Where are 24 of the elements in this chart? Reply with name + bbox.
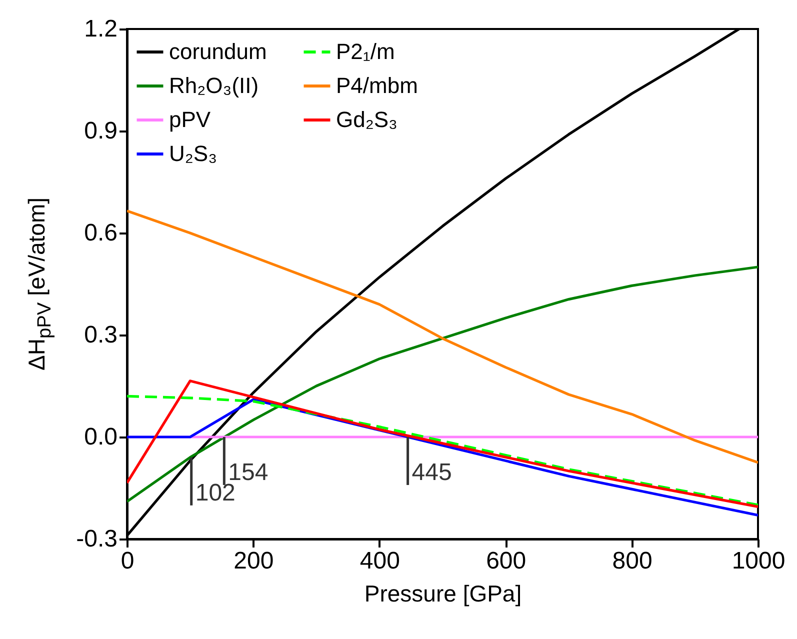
y-tick-label: 0.6 [84,220,118,246]
y-tick-label: 1.2 [84,16,118,42]
y-tick-label: -0.3 [76,526,118,552]
y-tick-label: 0.9 [84,118,118,144]
y-tick-label: 0.3 [84,322,118,348]
x-tick-label: 1000 [732,548,786,574]
legend-label: Gd₂S₃ [336,107,398,132]
line-series [127,210,758,464]
x-tick-label: 200 [234,548,274,574]
legend-label: pPV [169,107,211,132]
legend-label: P2₁/m [336,39,395,64]
legend-label: Rh₂O₃(II) [169,73,259,98]
x-tick-label: 0 [120,548,134,574]
annotation: 445 [412,459,452,486]
legend-label: corundum [169,39,267,64]
y-tick-label: 0.0 [84,424,118,450]
line-series [127,266,758,503]
legend-label: P4/mbm [336,73,418,98]
legend-label: U₂S₃ [169,141,218,166]
x-tick-label: 800 [612,548,652,574]
annotation: 102 [195,479,236,506]
x-tick-label: 400 [360,548,400,574]
x-tick-label: 600 [486,548,526,574]
x-axis-title: Pressure [GPa] [364,580,522,606]
